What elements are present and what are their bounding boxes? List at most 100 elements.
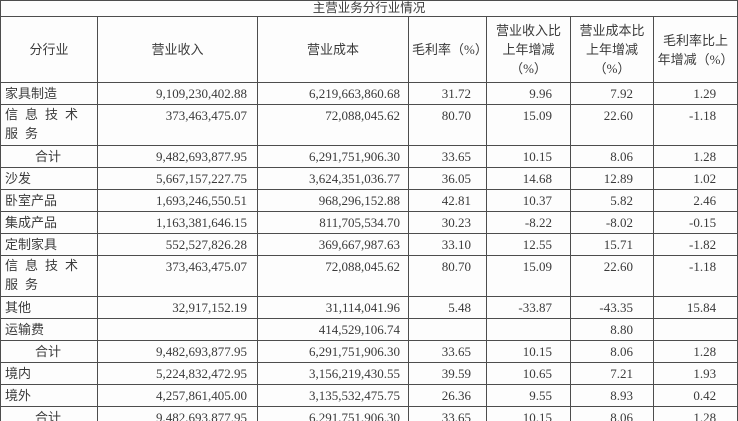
margin-cell: 30.23 [408, 211, 487, 234]
revenue-change-cell: 10.15 [486, 406, 571, 421]
cost-change-cell: 8.06 [570, 145, 654, 168]
table-row: 信息技术服务 373,463,475.07 72,088,045.62 80.7… [0, 255, 738, 297]
cost-change-cell: 8.93 [570, 384, 654, 407]
table-row: 运输费 414,529,106.74 8.80 [0, 318, 738, 341]
revenue-cell: 5,224,832,472.95 [97, 362, 258, 385]
margin-change-cell: 2.46 [652, 189, 738, 212]
revenue-cell: 1,693,246,550.51 [97, 189, 258, 212]
cost-change-cell: 15.71 [570, 233, 654, 256]
row-label: 定制家具 [0, 233, 98, 256]
col-header-margin-change: 毛利率比上年增减（%） [652, 16, 738, 83]
margin-change-cell: 1.28 [652, 406, 738, 421]
row-label: 境外 [0, 384, 98, 407]
col-header-revenue-change: 营业收入比上年增减（%） [486, 16, 571, 83]
cost-cell: 414,529,106.74 [257, 318, 409, 341]
revenue-cell: 1,163,381,646.15 [97, 211, 258, 234]
table-row: 信息技术服务 373,463,475.07 72,088,045.62 80.7… [0, 104, 738, 146]
cost-cell: 3,135,532,475.75 [257, 384, 409, 407]
cost-change-cell: -43.35 [570, 296, 654, 319]
table-row: 境外 4,257,861,405.00 3,135,532,475.75 26.… [0, 384, 738, 407]
table-title-row: 主营业务分行业情况 [0, 0, 738, 17]
cost-change-cell: 7.92 [570, 82, 654, 105]
row-label: 沙发 [0, 167, 98, 190]
cost-change-cell: 12.89 [570, 167, 654, 190]
revenue-cell: 9,482,693,877.95 [97, 145, 258, 168]
table-row: 卧室产品 1,693,246,550.51 968,296,152.88 42.… [0, 189, 738, 212]
margin-change-cell: 1.02 [652, 167, 738, 190]
margin-change-cell [652, 318, 738, 341]
revenue-change-cell: 9.96 [486, 82, 571, 105]
row-label: 合计 [0, 406, 98, 421]
margin-change-cell: -0.15 [652, 211, 738, 234]
margin-change-cell: 1.28 [652, 145, 738, 168]
margin-cell: 80.70 [408, 104, 487, 146]
revenue-change-cell: 9.55 [486, 384, 571, 407]
revenue-cell: 373,463,475.07 [97, 255, 258, 297]
revenue-change-cell: 10.37 [486, 189, 571, 212]
table-row: 集成产品 1,163,381,646.15 811,705,534.70 30.… [0, 211, 738, 234]
revenue-cell: 9,109,230,402.88 [97, 82, 258, 105]
revenue-cell: 9,482,693,877.95 [97, 406, 258, 421]
revenue-change-cell: 12.55 [486, 233, 571, 256]
table-header-row: 分行业 营业收入 营业成本 毛利率（%） 营业收入比上年增减（%） 营业成本比上… [0, 16, 738, 83]
margin-change-cell: -1.18 [652, 255, 738, 297]
margin-cell [408, 318, 487, 341]
margin-cell: 33.65 [408, 145, 487, 168]
margin-cell: 36.05 [408, 167, 487, 190]
cost-change-cell: 8.80 [570, 318, 654, 341]
revenue-cell: 9,482,693,877.95 [97, 340, 258, 363]
revenue-change-cell: 14.68 [486, 167, 571, 190]
cost-cell: 6,291,751,906.30 [257, 406, 409, 421]
margin-change-cell: 1.93 [652, 362, 738, 385]
table-title: 主营业务分行业情况 [0, 0, 738, 17]
revenue-change-cell [486, 318, 571, 341]
revenue-change-cell: -8.22 [486, 211, 571, 234]
col-header-margin: 毛利率（%） [408, 16, 487, 83]
margin-change-cell: -1.82 [652, 233, 738, 256]
table-row: 合计 9,482,693,877.95 6,291,751,906.30 33.… [0, 406, 738, 421]
revenue-change-cell: -33.87 [486, 296, 571, 319]
revenue-change-cell: 15.09 [486, 104, 571, 146]
col-header-cost-change: 营业成本比上年增减（%） [570, 16, 654, 83]
table-row: 沙发 5,667,157,227.75 3,624,351,036.77 36.… [0, 167, 738, 190]
cost-cell: 72,088,045.62 [257, 104, 409, 146]
margin-change-cell: -1.18 [652, 104, 738, 146]
margin-cell: 26.36 [408, 384, 487, 407]
table-row: 合计 9,482,693,877.95 6,291,751,906.30 33.… [0, 145, 738, 168]
margin-change-cell: 1.28 [652, 340, 738, 363]
revenue-cell: 4,257,861,405.00 [97, 384, 258, 407]
row-label: 合计 [0, 145, 98, 168]
revenue-change-cell: 15.09 [486, 255, 571, 297]
cost-cell: 6,219,663,860.68 [257, 82, 409, 105]
margin-cell: 42.81 [408, 189, 487, 212]
col-header-cost: 营业成本 [257, 16, 409, 83]
revenue-change-cell: 10.65 [486, 362, 571, 385]
table-row: 合计 9,482,693,877.95 6,291,751,906.30 33.… [0, 340, 738, 363]
table-row: 定制家具 552,527,826.28 369,667,987.63 33.10… [0, 233, 738, 256]
cost-change-cell: 7.21 [570, 362, 654, 385]
cost-change-cell: 5.82 [570, 189, 654, 212]
revenue-cell: 5,667,157,227.75 [97, 167, 258, 190]
cost-cell: 369,667,987.63 [257, 233, 409, 256]
cost-cell: 31,114,041.96 [257, 296, 409, 319]
revenue-change-cell: 10.15 [486, 145, 571, 168]
cost-cell: 968,296,152.88 [257, 189, 409, 212]
row-label: 其他 [0, 296, 98, 319]
margin-cell: 33.65 [408, 340, 487, 363]
revenue-change-cell: 10.15 [486, 340, 571, 363]
col-header-industry: 分行业 [0, 16, 98, 83]
row-label: 集成产品 [0, 211, 98, 234]
row-label: 合计 [0, 340, 98, 363]
cost-cell: 811,705,534.70 [257, 211, 409, 234]
margin-cell: 39.59 [408, 362, 487, 385]
cost-cell: 3,156,219,430.55 [257, 362, 409, 385]
revenue-cell: 32,917,152.19 [97, 296, 258, 319]
row-label: 信息技术服务 [0, 104, 98, 146]
margin-cell: 33.10 [408, 233, 487, 256]
table-body: 家具制造 9,109,230,402.88 6,219,663,860.68 3… [0, 82, 738, 421]
cost-cell: 6,291,751,906.30 [257, 340, 409, 363]
margin-cell: 31.72 [408, 82, 487, 105]
cost-change-cell: -8.02 [570, 211, 654, 234]
cost-change-cell: 8.06 [570, 406, 654, 421]
